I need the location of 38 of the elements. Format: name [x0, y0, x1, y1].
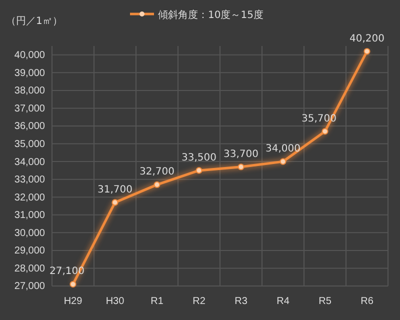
y-tick-label: 33,000	[14, 174, 46, 186]
y-tick-label: 37,000	[14, 103, 46, 114]
y-tick-label: 39,000	[14, 68, 46, 79]
y-tick-label: 27,000	[14, 281, 46, 292]
data-label: 40,200	[350, 33, 384, 44]
x-tick-label: R2	[192, 296, 206, 307]
y-tick-label: 30,000	[14, 228, 46, 239]
point	[364, 48, 370, 55]
y-tick-label: 38,000	[14, 86, 46, 97]
point	[70, 280, 76, 288]
data-label: 32,700	[140, 166, 174, 178]
x-tick-label: R3	[234, 296, 248, 307]
y-tick-label: 40,000	[14, 50, 46, 62]
point	[154, 181, 160, 188]
legend-label: 傾斜角度：10度～15度	[158, 9, 264, 21]
x-tick-label: R4	[276, 296, 290, 307]
y-tick-label: 29,000	[14, 246, 46, 257]
data-label: 31,700	[98, 184, 132, 196]
x-tick-label: R1	[150, 296, 164, 307]
y-tick-label: 32,000	[14, 192, 46, 204]
x-tick-label: H30	[106, 296, 125, 307]
data-label: 33,700	[224, 148, 258, 160]
point	[322, 128, 328, 135]
data-label: 33,500	[182, 152, 216, 164]
data-label: 34,000	[266, 144, 300, 155]
y-tick-label: 35,000	[14, 138, 46, 150]
y-tick-label: 34,000	[14, 156, 46, 168]
x-tick-label: R6	[360, 296, 374, 307]
y-tick-label: 36,000	[14, 121, 46, 132]
y-axis-title: （円／1㎡）	[6, 16, 62, 27]
point	[280, 158, 286, 165]
x-tick-label: R5	[318, 296, 332, 307]
point	[112, 199, 118, 206]
point	[196, 167, 202, 174]
point	[238, 164, 244, 170]
x-tick-label: H29	[64, 296, 83, 307]
y-tick-label: 28,000	[14, 263, 46, 274]
y-tick-label: 31,000	[14, 210, 46, 222]
